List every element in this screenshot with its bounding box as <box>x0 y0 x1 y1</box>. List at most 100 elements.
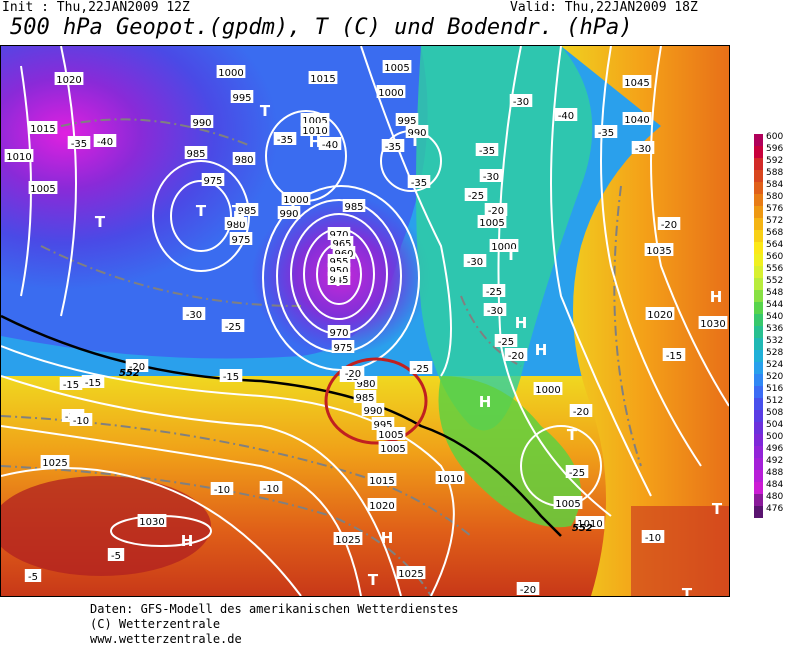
scale-swatch <box>754 314 763 326</box>
pressure-label: 1025 <box>42 458 67 469</box>
temperature-label: -30 <box>513 97 529 108</box>
pressure-label: 1010 <box>577 519 602 530</box>
scale-value: 508 <box>766 408 783 418</box>
high-pressure-marker: H <box>233 208 246 226</box>
pressure-label-box <box>184 146 208 159</box>
scale-value: 496 <box>766 444 783 454</box>
scale-swatch <box>754 230 763 242</box>
scale-value: 532 <box>766 336 783 346</box>
contour-552-label: 552 <box>572 523 593 534</box>
low-marker-layer: T T T T T T T T T T T <box>95 102 723 596</box>
temperature-label: -25 <box>468 191 484 202</box>
temperature-label: -5 <box>111 551 121 562</box>
scale-value: 492 <box>766 456 783 466</box>
pressure-label-box <box>342 199 366 212</box>
temperature-label-box <box>81 375 105 388</box>
weather-map: 1020 1000 1015 1005 1045 1015 995 1000 1040 1010 9… <box>0 45 730 597</box>
pressure-label-box <box>575 516 605 529</box>
pressure-label-box <box>644 243 674 256</box>
pressure-label-box <box>376 427 406 440</box>
pressure-label-box <box>435 471 465 484</box>
pressure-label: 1025 <box>398 569 423 580</box>
temperature-label-box <box>93 134 117 147</box>
temperature-label: -20 <box>573 407 589 418</box>
pressure-label: 1000 <box>378 88 403 99</box>
pressure-label: 1005 <box>378 430 403 441</box>
pressure-label-box <box>330 236 354 249</box>
temperature-label-box <box>69 413 93 426</box>
low-pressure-marker: T <box>368 571 379 589</box>
temperature-label: -25 <box>569 468 585 479</box>
temperature-label: -30 <box>635 144 651 155</box>
temperature-label-box <box>341 366 365 379</box>
temperature-label-box <box>482 284 506 297</box>
scale-value: 516 <box>766 384 783 394</box>
temperature-label: -10 <box>645 533 661 544</box>
scale-swatch <box>754 398 763 410</box>
scale-swatch <box>754 242 763 254</box>
temperature-label: -15 <box>63 380 79 391</box>
pressure-label-box <box>371 417 395 430</box>
pressure-label: 1005 <box>30 184 55 195</box>
scale-value: 504 <box>766 420 783 430</box>
temperature-label-box <box>554 108 578 121</box>
pressure-label: 1000 <box>283 195 308 206</box>
temperature-label-box <box>125 359 149 372</box>
pressure-label-box <box>331 340 355 353</box>
pressure-label: 1005 <box>384 63 409 74</box>
pressure-label: 990 <box>279 209 298 220</box>
pressure-label-box <box>622 112 652 125</box>
temperature-label-box <box>463 254 487 267</box>
scale-swatch <box>754 458 763 470</box>
scale-value: 596 <box>766 144 783 154</box>
pressure-label: 1020 <box>369 501 394 512</box>
scale-swatch <box>754 182 763 194</box>
temperature-label-box <box>381 139 405 152</box>
temperature-label: -35 <box>598 128 614 139</box>
pressure-label-box <box>216 65 246 78</box>
scale-swatch <box>754 338 763 350</box>
pressure-label: 1000 <box>218 68 243 79</box>
scale-swatch <box>754 194 763 206</box>
pressure-label-box <box>361 403 385 416</box>
pressure-label-box <box>224 217 248 230</box>
pressure-label-box <box>281 192 311 205</box>
temperature-label-layer: -35 -40 -35 -40 -35-30-35-40-35-35-30-25-20-… <box>24 94 686 596</box>
scale-swatch <box>754 158 763 170</box>
pressure-label-box <box>376 85 406 98</box>
scale-value: 560 <box>766 252 783 262</box>
temperature-label-box <box>24 569 42 582</box>
scale-value: 544 <box>766 300 783 310</box>
data-source-text: Daten: GFS-Modell des amerikanischen Wet… <box>90 602 459 616</box>
temperature-label-box <box>483 303 507 316</box>
pressure-label-box <box>645 307 675 320</box>
high-pressure-marker: H <box>381 529 394 547</box>
pressure-label: 945 <box>329 275 348 286</box>
valid-time: Valid: Thu,22JAN2009 18Z <box>510 0 698 15</box>
pressure-label-box <box>327 272 351 285</box>
pressure-label-box <box>300 123 330 136</box>
scale-swatch <box>754 206 763 218</box>
temperature-label-box <box>273 132 297 145</box>
temperature-label-box <box>509 94 533 107</box>
pressure-label: 1005 <box>479 218 504 229</box>
temperature-label-box <box>631 141 655 154</box>
pressure-label: 995 <box>373 420 392 431</box>
pressure-label-box <box>229 232 253 245</box>
map-title: 500 hPa Geopot.(gpdm), T (C) und Bodendr… <box>10 15 633 40</box>
pressure-label: 1030 <box>139 517 164 528</box>
pressure-label-box <box>28 121 58 134</box>
temperature-label: -30 <box>487 306 503 317</box>
temperature-label-box <box>475 143 499 156</box>
pressure-label: 1030 <box>700 319 725 330</box>
pressure-label: 1020 <box>56 75 81 86</box>
scale-swatch <box>754 302 763 314</box>
footer: Daten: GFS-Modell des amerikanischen Wet… <box>90 602 458 647</box>
pressure-label-box <box>477 215 507 228</box>
pressure-label: 975 <box>333 343 352 354</box>
scale-value: 568 <box>766 228 783 238</box>
hot-core-southeast <box>631 506 729 596</box>
temperature-label: -25 <box>413 364 429 375</box>
pressure-label: 1020 <box>647 310 672 321</box>
